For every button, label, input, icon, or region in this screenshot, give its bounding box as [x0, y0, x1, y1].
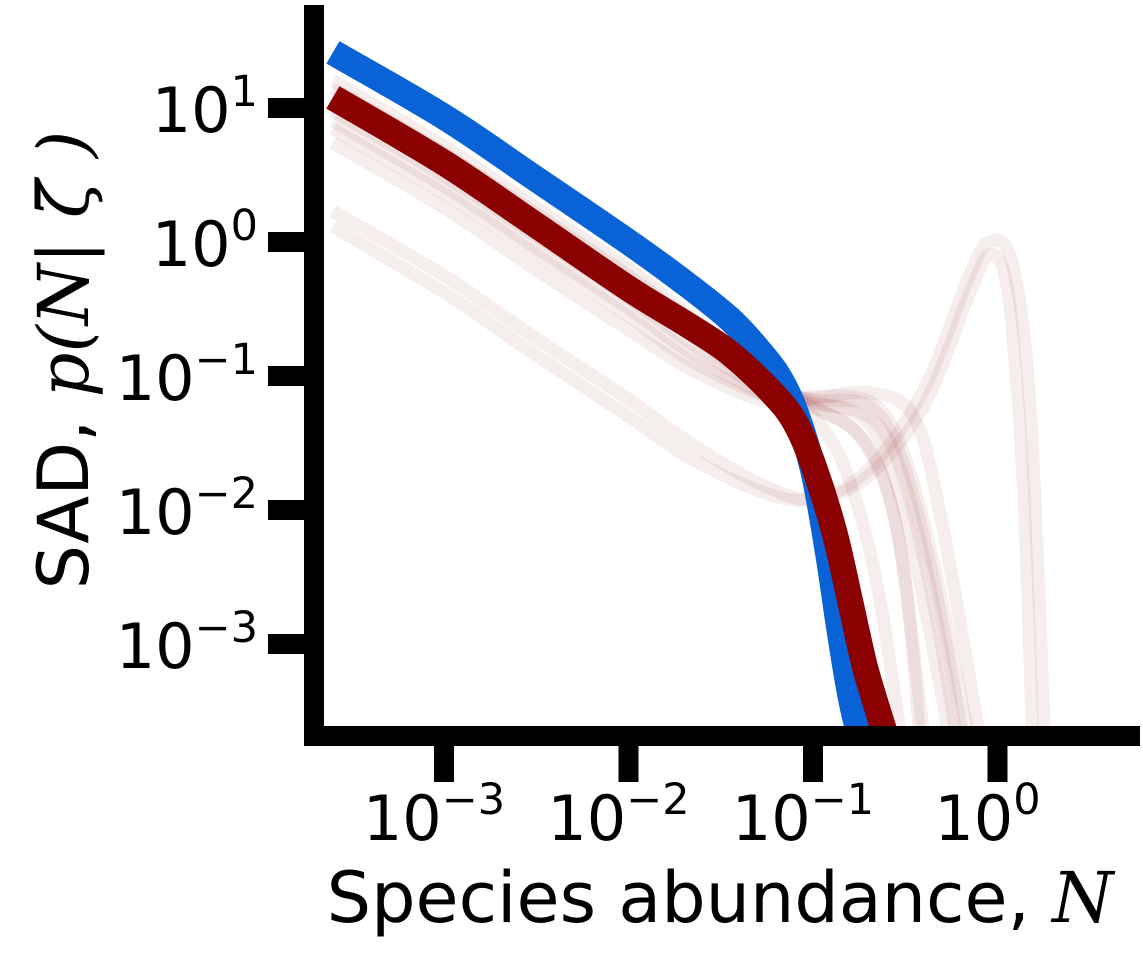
x-axis-title: Species abundance, N	[327, 857, 1116, 939]
x-tick-label-0: 10−3	[363, 775, 505, 855]
x-tick-label-3: 100	[934, 775, 1040, 855]
x-tick-label-1: 10−2	[547, 775, 689, 855]
x-tick-label-2: 10−1	[732, 775, 874, 855]
sad-curve-red	[326, 86, 898, 730]
axes-layer	[268, 5, 1140, 782]
series-layer	[326, 41, 1051, 730]
y-tick-label-3: 10−2	[116, 469, 258, 549]
y-tick-label-1: 100	[152, 201, 258, 281]
y-tick-label-4: 10−3	[116, 603, 258, 683]
y-tick-label-2: 10−1	[116, 335, 258, 415]
sad-curve-blue	[326, 41, 872, 730]
sad-curve-faint-3	[329, 137, 974, 730]
sad-curve-faint-1	[329, 221, 1051, 730]
y-tick-label-0: 101	[152, 67, 258, 147]
y-axis-title: SAD, p(N| ζ̄ )	[23, 131, 105, 590]
sad-curve-faint-0	[329, 205, 1039, 730]
